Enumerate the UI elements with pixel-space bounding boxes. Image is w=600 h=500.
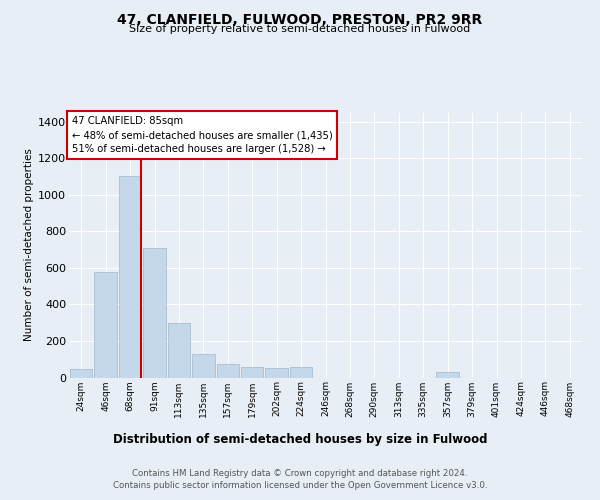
Bar (436, 372, 459, 378)
Text: 47 CLANFIELD: 85sqm
← 48% of semi-detached houses are smaller (1,435)
51% of sem: 47 CLANFIELD: 85sqm ← 48% of semi-detach… (71, 116, 332, 154)
Bar (119, 176, 142, 378)
Bar (436, 372, 459, 378)
Bar (192, 354, 215, 378)
Bar (70, 370, 92, 378)
Text: Contains public sector information licensed under the Open Government Licence v3: Contains public sector information licen… (113, 481, 487, 490)
Bar (119, 176, 142, 378)
Bar (167, 322, 190, 378)
Bar (167, 322, 190, 378)
Bar (241, 368, 263, 378)
Bar (94, 272, 117, 378)
Bar (143, 248, 166, 378)
Text: Size of property relative to semi-detached houses in Fulwood: Size of property relative to semi-detach… (130, 24, 470, 34)
Bar (265, 368, 288, 378)
Bar (217, 364, 239, 378)
Text: Contains HM Land Registry data © Crown copyright and database right 2024.: Contains HM Land Registry data © Crown c… (132, 469, 468, 478)
Bar (241, 368, 263, 378)
Bar (217, 364, 239, 378)
Text: 47, CLANFIELD, FULWOOD, PRESTON, PR2 9RR: 47, CLANFIELD, FULWOOD, PRESTON, PR2 9RR (118, 12, 482, 26)
Bar (290, 368, 313, 378)
Bar (94, 272, 117, 378)
Bar (192, 354, 215, 378)
Bar (70, 370, 92, 378)
Bar (143, 248, 166, 378)
Bar (265, 368, 288, 378)
Y-axis label: Number of semi-detached properties: Number of semi-detached properties (24, 148, 34, 342)
Bar (290, 368, 313, 378)
Text: Distribution of semi-detached houses by size in Fulwood: Distribution of semi-detached houses by … (113, 432, 487, 446)
